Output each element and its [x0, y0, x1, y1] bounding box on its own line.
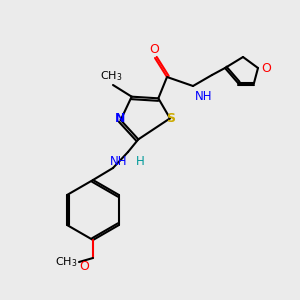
Text: O: O [149, 43, 159, 56]
Text: O: O [261, 62, 271, 76]
Text: NH: NH [110, 155, 127, 168]
Text: CH$_3$: CH$_3$ [100, 69, 122, 83]
Text: N: N [115, 112, 125, 125]
Text: S: S [167, 112, 176, 125]
Text: O: O [79, 260, 89, 273]
Text: NH: NH [195, 90, 212, 103]
Text: H: H [136, 155, 145, 168]
Text: CH$_3$: CH$_3$ [55, 255, 77, 269]
